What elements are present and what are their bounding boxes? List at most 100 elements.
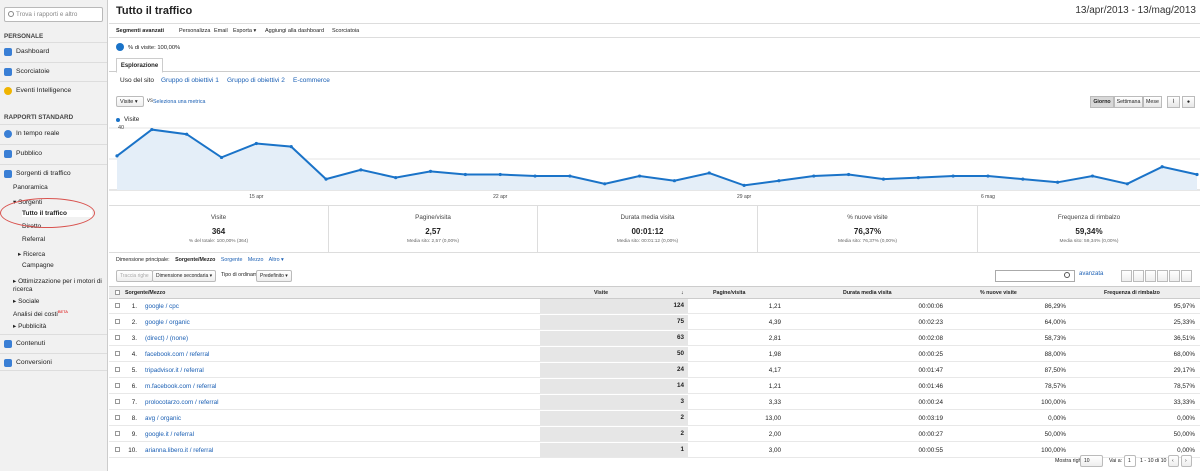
table-row: 10. arianna.libero.it / referral 1 3,00 00:0… bbox=[109, 443, 1200, 458]
row-checkbox[interactable] bbox=[115, 383, 120, 388]
sort-type-label: Tipo di ordinamento: bbox=[221, 272, 270, 278]
select-all-checkbox[interactable] bbox=[115, 290, 120, 295]
subtab-ecommerce[interactable]: E-commerce bbox=[293, 77, 330, 84]
search-input[interactable]: Trova i rapporti e altro bbox=[4, 7, 103, 22]
sub-analisi-costi[interactable]: Analisi dei costiBETA bbox=[13, 309, 68, 318]
dim-source-medium[interactable]: Sorgente/Mezzo bbox=[175, 257, 216, 263]
row-checkbox[interactable] bbox=[115, 415, 120, 420]
subtab-goal1[interactable]: Gruppo di obiettivi 1 bbox=[161, 77, 219, 84]
metric-select[interactable]: Visite ▾ bbox=[116, 96, 144, 107]
subtab-goal2[interactable]: Gruppo di obiettivi 2 bbox=[227, 77, 285, 84]
day-button[interactable]: Giorno bbox=[1090, 96, 1114, 108]
source-medium-link[interactable]: tripadvisor.it / referral bbox=[145, 367, 204, 374]
pages-cell: 2,81 bbox=[768, 335, 781, 342]
sub-referral[interactable]: Referral bbox=[22, 236, 46, 243]
nav-label: Pubblico bbox=[16, 150, 43, 157]
source-medium-link[interactable]: m.facebook.com / referral bbox=[145, 383, 217, 390]
data-point bbox=[637, 174, 642, 178]
source-medium-link[interactable]: facebook.com / referral bbox=[145, 351, 210, 358]
nav-traffic[interactable]: Sorgenti di traffico bbox=[0, 164, 107, 182]
nav-intelligence[interactable]: Eventi Intelligence bbox=[0, 81, 107, 99]
nav-label: Sorgenti di traffico bbox=[16, 170, 71, 177]
customize-button[interactable]: Personalizza bbox=[179, 28, 211, 34]
nav-dashboard[interactable]: Dashboard bbox=[0, 42, 107, 60]
table-header: Sorgente/Mezzo Visite ↓ Pagine/visita Du… bbox=[109, 286, 1200, 299]
bulb-icon bbox=[4, 87, 12, 95]
flag-icon bbox=[4, 359, 12, 367]
comparison-view-icon[interactable] bbox=[1157, 270, 1168, 282]
subtab-site-usage[interactable]: Uso del sito bbox=[120, 77, 154, 84]
row-checkbox[interactable] bbox=[115, 319, 120, 324]
advanced-filter-link[interactable]: avanzata bbox=[1079, 271, 1104, 277]
sub-pubblicita[interactable]: ▸ Pubblicità bbox=[13, 323, 47, 330]
sub-panoramica[interactable]: Panoramica bbox=[13, 184, 48, 191]
visits-cell: 2 bbox=[540, 427, 688, 441]
next-page-button[interactable]: › bbox=[1181, 455, 1192, 467]
sub-sociale[interactable]: ▸ Sociale bbox=[13, 298, 40, 305]
nav-conversions[interactable]: Conversioni bbox=[0, 353, 107, 371]
row-checkbox[interactable] bbox=[115, 447, 120, 452]
duration-cell: 00:03:19 bbox=[918, 415, 943, 422]
source-medium-link[interactable]: google / cpc bbox=[145, 303, 179, 310]
row-checkbox[interactable] bbox=[115, 431, 120, 436]
pages-cell: 3,00 bbox=[768, 447, 781, 454]
month-button[interactable]: Mese bbox=[1143, 96, 1162, 108]
duration-cell: 00:01:47 bbox=[918, 367, 943, 374]
th-visits[interactable]: Visite bbox=[594, 290, 609, 296]
th-duration[interactable]: Durata media visita bbox=[843, 290, 892, 296]
tab-explorer[interactable]: Esplorazione bbox=[116, 58, 163, 73]
nav-shortcuts[interactable]: Scorciatoie bbox=[0, 62, 107, 80]
plot-rows-button[interactable]: Traccia righe bbox=[116, 270, 153, 282]
table-search-input[interactable] bbox=[995, 270, 1075, 282]
source-medium-link[interactable]: google / organic bbox=[145, 319, 190, 326]
row-checkbox[interactable] bbox=[115, 351, 120, 356]
goto-input[interactable]: 1 bbox=[1124, 455, 1136, 467]
row-checkbox[interactable] bbox=[115, 335, 120, 340]
data-point bbox=[219, 155, 224, 160]
source-medium-link[interactable]: avg / organic bbox=[145, 415, 182, 422]
sub-campagne[interactable]: Campagne bbox=[22, 262, 54, 269]
email-button[interactable]: Email bbox=[214, 28, 228, 34]
row-checkbox[interactable] bbox=[115, 399, 120, 404]
nav-content[interactable]: Contenuti bbox=[0, 334, 107, 352]
table-view-icon[interactable] bbox=[1121, 270, 1132, 282]
sub-ricerca[interactable]: ▸ Ricerca bbox=[18, 251, 46, 258]
source-medium-link[interactable]: arianna.libero.it / referral bbox=[145, 447, 214, 454]
add-dashboard-button[interactable]: Aggiungi alla dashboard bbox=[265, 28, 325, 34]
dim-medium[interactable]: Mezzo bbox=[247, 257, 264, 263]
date-range-picker[interactable]: 13/apr/2013 - 13/mag/2013 bbox=[1075, 5, 1196, 16]
select-metric-link[interactable]: Seleziona una metrica bbox=[153, 99, 206, 105]
pivot-view-icon[interactable] bbox=[1181, 270, 1192, 282]
line-chart-icon[interactable]: ⌇ bbox=[1167, 96, 1180, 108]
nav-realtime[interactable]: In tempo reale bbox=[0, 124, 107, 142]
source-medium-link[interactable]: prolocotarzo.com / referral bbox=[145, 399, 219, 406]
sort-type-select[interactable]: Predefinito ▾ bbox=[256, 270, 292, 282]
th-source[interactable]: Sorgente/Mezzo bbox=[125, 290, 166, 296]
performance-view-icon[interactable] bbox=[1145, 270, 1156, 282]
pie-view-icon[interactable] bbox=[1133, 270, 1144, 282]
th-new-visits[interactable]: % nuove visite bbox=[980, 290, 1017, 296]
data-point bbox=[707, 171, 711, 175]
export-button[interactable]: Esporta ▾ bbox=[233, 28, 257, 34]
summary-label: % nuove visite bbox=[847, 214, 888, 221]
week-button[interactable]: Settimana bbox=[1114, 96, 1143, 108]
source-medium-link[interactable]: (direct) / (none) bbox=[145, 335, 189, 342]
term-cloud-icon[interactable] bbox=[1169, 270, 1180, 282]
motion-chart-icon[interactable]: ● bbox=[1182, 96, 1195, 108]
rows-select[interactable]: 10 bbox=[1080, 455, 1103, 467]
source-medium-link[interactable]: google.it / referral bbox=[145, 431, 195, 438]
sub-seo[interactable]: ▸ Ottimizzazione per i motori di ricerca bbox=[13, 278, 102, 293]
table-row: 7. prolocotarzo.com / referral 3 3,33 00:00:… bbox=[109, 395, 1200, 410]
th-bounce[interactable]: Frequenza di rimbalzo bbox=[1104, 290, 1160, 296]
data-point bbox=[1160, 165, 1164, 169]
dim-other[interactable]: Altro ▾ bbox=[268, 257, 284, 263]
row-checkbox[interactable] bbox=[115, 303, 120, 308]
nav-audience[interactable]: Pubblico bbox=[0, 144, 107, 162]
prev-page-button[interactable]: ‹ bbox=[1168, 455, 1179, 467]
secondary-dimension-select[interactable]: Dimensione secondaria ▾ bbox=[152, 270, 217, 282]
dim-source[interactable]: Sorgente bbox=[220, 257, 243, 263]
th-pages[interactable]: Pagine/visita bbox=[713, 290, 746, 296]
row-checkbox[interactable] bbox=[115, 367, 120, 372]
advanced-segments-button[interactable]: Segmenti avanzati bbox=[116, 28, 164, 34]
shortcut-button[interactable]: Scorciatoia bbox=[332, 28, 360, 34]
